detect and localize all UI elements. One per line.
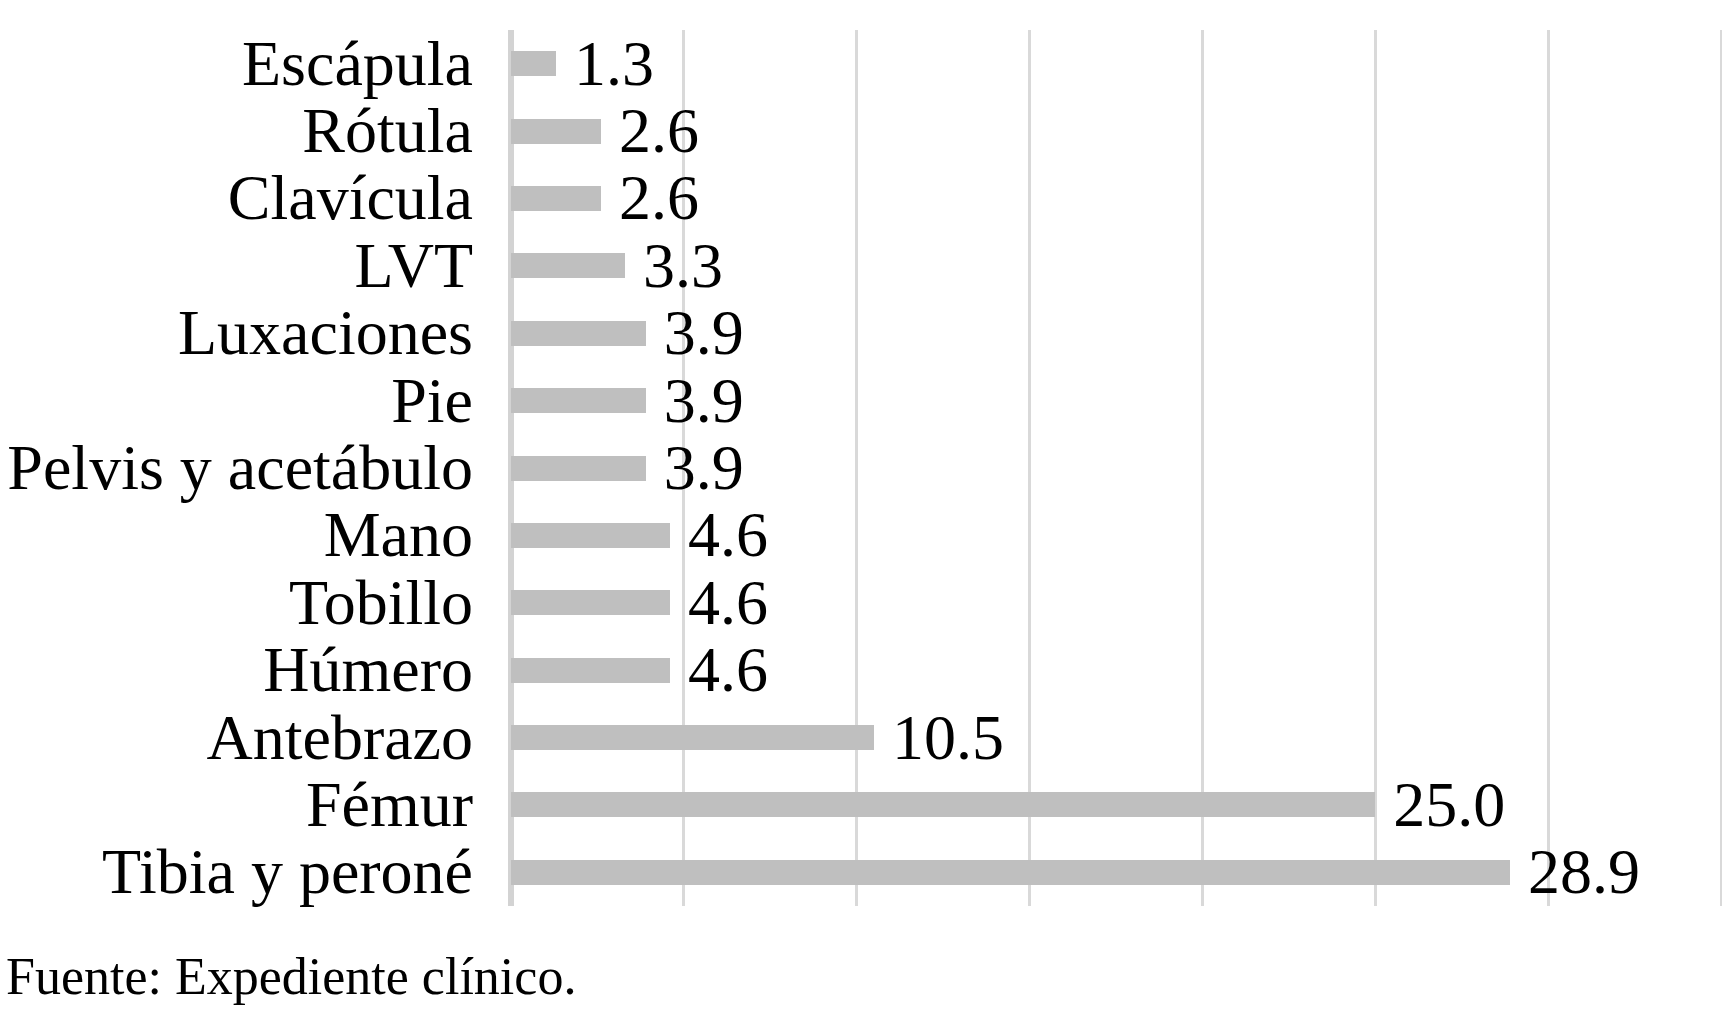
bar-row: Escápula 1.3 xyxy=(0,30,1722,97)
source-note: Fuente: Expediente clínico. xyxy=(6,948,576,1005)
bar-row: Mano 4.6 xyxy=(0,502,1722,569)
category-label: Rótula xyxy=(0,99,511,163)
bar xyxy=(511,658,670,683)
bar-row: Pie 3.9 xyxy=(0,367,1722,434)
bar-row: Luxaciones 3.9 xyxy=(0,300,1722,367)
bar-row: Clavícula 2.6 xyxy=(0,165,1722,232)
bar-row: Tobillo 4.6 xyxy=(0,569,1722,636)
bar xyxy=(511,51,556,76)
category-label: Luxaciones xyxy=(0,301,511,365)
value-label: 3.9 xyxy=(664,301,744,365)
value-label: 2.6 xyxy=(619,99,699,163)
value-label: 1.3 xyxy=(574,32,654,96)
category-label: Tibia y peroné xyxy=(0,840,511,904)
bar-row: Fémur 25.0 xyxy=(0,771,1722,838)
value-label: 4.6 xyxy=(688,503,768,567)
bar xyxy=(511,388,646,413)
bar xyxy=(511,523,670,548)
bar xyxy=(511,725,874,750)
bar-row: Antebrazo 10.5 xyxy=(0,704,1722,771)
bar-row: Tibia y peroné 28.9 xyxy=(0,839,1722,906)
category-label: Húmero xyxy=(0,638,511,702)
value-label: 2.6 xyxy=(619,166,699,230)
category-label: Antebrazo xyxy=(0,706,511,770)
bar-chart: Escápula 1.3 Rótula 2.6 Clavícula 2.6 LV… xyxy=(0,0,1722,1024)
value-label: 4.6 xyxy=(688,571,768,635)
category-label: Pie xyxy=(0,369,511,433)
bar xyxy=(511,792,1375,817)
bar-row: Húmero 4.6 xyxy=(0,637,1722,704)
bar xyxy=(511,321,646,346)
bar xyxy=(511,253,625,278)
value-label: 4.6 xyxy=(688,638,768,702)
value-label: 3.3 xyxy=(643,234,723,298)
bar-row: LVT 3.3 xyxy=(0,232,1722,299)
category-label: Fémur xyxy=(0,773,511,837)
value-label: 10.5 xyxy=(892,706,1004,770)
category-label: Tobillo xyxy=(0,571,511,635)
bar-rows: Escápula 1.3 Rótula 2.6 Clavícula 2.6 LV… xyxy=(0,30,1722,906)
value-label: 3.9 xyxy=(664,436,744,500)
category-label: Pelvis y acetábulo xyxy=(0,436,511,500)
category-label: LVT xyxy=(0,234,511,298)
value-label: 25.0 xyxy=(1393,773,1505,837)
value-label: 28.9 xyxy=(1528,840,1640,904)
bar-row: Rótula 2.6 xyxy=(0,97,1722,164)
value-label: 3.9 xyxy=(664,369,744,433)
category-label: Mano xyxy=(0,503,511,567)
bar xyxy=(511,186,601,211)
bar xyxy=(511,119,601,144)
bar xyxy=(511,590,670,615)
category-label: Escápula xyxy=(0,32,511,96)
bar xyxy=(511,860,1510,885)
category-label: Clavícula xyxy=(0,166,511,230)
bar xyxy=(511,456,646,481)
bar-row: Pelvis y acetábulo 3.9 xyxy=(0,434,1722,501)
